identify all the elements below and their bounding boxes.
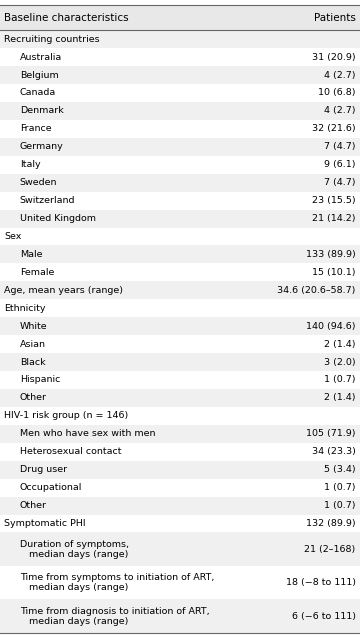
Text: Time from diagnosis to initiation of ART,: Time from diagnosis to initiation of ART… <box>20 607 210 616</box>
Text: Age, mean years (range): Age, mean years (range) <box>4 286 123 295</box>
Bar <box>0 210 360 228</box>
Text: median days (range): median days (range) <box>29 583 128 592</box>
Text: 3 (2.0): 3 (2.0) <box>324 357 356 367</box>
Bar <box>0 5 360 30</box>
Bar <box>0 299 360 317</box>
Bar <box>0 281 360 299</box>
Text: 23 (15.5): 23 (15.5) <box>312 196 356 205</box>
Text: median days (range): median days (range) <box>29 550 128 559</box>
Text: 1 (0.7): 1 (0.7) <box>324 501 356 510</box>
Bar <box>0 120 360 138</box>
Text: 4 (2.7): 4 (2.7) <box>324 71 356 80</box>
Text: Belgium: Belgium <box>20 71 59 80</box>
Bar <box>0 407 360 425</box>
Text: 1 (0.7): 1 (0.7) <box>324 376 356 385</box>
Text: Duration of symptoms,: Duration of symptoms, <box>20 540 129 549</box>
Text: 18 (−8 to 111): 18 (−8 to 111) <box>286 578 356 587</box>
Text: Asian: Asian <box>20 339 46 348</box>
Text: 2 (1.4): 2 (1.4) <box>324 394 356 403</box>
Text: Other: Other <box>20 394 47 403</box>
Text: France: France <box>20 124 51 133</box>
Text: 15 (10.1): 15 (10.1) <box>312 268 356 277</box>
Text: 21 (14.2): 21 (14.2) <box>312 214 356 223</box>
Text: Male: Male <box>20 250 42 259</box>
Bar <box>0 514 360 533</box>
Bar <box>0 317 360 335</box>
Text: 132 (89.9): 132 (89.9) <box>306 519 356 528</box>
Bar <box>0 566 360 600</box>
Text: Drug user: Drug user <box>20 465 67 474</box>
Text: Hispanic: Hispanic <box>20 376 60 385</box>
Bar <box>0 263 360 281</box>
Text: 7 (4.7): 7 (4.7) <box>324 142 356 151</box>
Bar <box>0 191 360 210</box>
Text: 4 (2.7): 4 (2.7) <box>324 107 356 115</box>
Text: 10 (6.8): 10 (6.8) <box>318 89 356 98</box>
Bar <box>0 228 360 246</box>
Text: White: White <box>20 322 48 330</box>
Text: Italy: Italy <box>20 160 40 169</box>
Bar <box>0 48 360 66</box>
Text: Canada: Canada <box>20 89 56 98</box>
Text: HIV-1 risk group (n = 146): HIV-1 risk group (n = 146) <box>4 412 129 420</box>
Text: Occupational: Occupational <box>20 483 82 492</box>
Bar <box>0 600 360 633</box>
Text: Switzerland: Switzerland <box>20 196 75 205</box>
Bar <box>0 425 360 443</box>
Bar <box>0 66 360 84</box>
Text: Other: Other <box>20 501 47 510</box>
Text: 32 (21.6): 32 (21.6) <box>312 124 356 133</box>
Text: Sweden: Sweden <box>20 178 57 187</box>
Bar <box>0 443 360 461</box>
Text: Sex: Sex <box>4 232 22 241</box>
Text: 133 (89.9): 133 (89.9) <box>306 250 356 259</box>
Bar <box>0 30 360 48</box>
Text: Recruiting countries: Recruiting countries <box>4 34 100 43</box>
Text: 21 (2–168): 21 (2–168) <box>305 545 356 554</box>
Text: Australia: Australia <box>20 52 62 62</box>
Text: Ethnicity: Ethnicity <box>4 304 46 313</box>
Bar <box>0 138 360 156</box>
Text: 34 (23.3): 34 (23.3) <box>312 447 356 456</box>
Text: 105 (71.9): 105 (71.9) <box>306 429 356 438</box>
Bar <box>0 102 360 120</box>
Bar <box>0 156 360 174</box>
Bar <box>0 353 360 371</box>
Bar <box>0 174 360 191</box>
Bar <box>0 478 360 496</box>
Bar <box>0 533 360 566</box>
Text: 6 (−6 to 111): 6 (−6 to 111) <box>292 612 356 621</box>
Text: Female: Female <box>20 268 54 277</box>
Text: Patients: Patients <box>314 13 356 23</box>
Text: Men who have sex with men: Men who have sex with men <box>20 429 155 438</box>
Text: median days (range): median days (range) <box>29 616 128 626</box>
Text: Symptomatic PHI: Symptomatic PHI <box>4 519 86 528</box>
Text: Denmark: Denmark <box>20 107 64 115</box>
Text: Heterosexual contact: Heterosexual contact <box>20 447 121 456</box>
Text: 140 (94.6): 140 (94.6) <box>306 322 356 330</box>
Bar <box>0 335 360 353</box>
Bar <box>0 246 360 263</box>
Bar <box>0 389 360 407</box>
Text: 9 (6.1): 9 (6.1) <box>324 160 356 169</box>
Text: Baseline characteristics: Baseline characteristics <box>4 13 129 23</box>
Text: 7 (4.7): 7 (4.7) <box>324 178 356 187</box>
Bar <box>0 84 360 102</box>
Text: United Kingdom: United Kingdom <box>20 214 96 223</box>
Bar <box>0 461 360 478</box>
Text: 31 (20.9): 31 (20.9) <box>312 52 356 62</box>
Text: Black: Black <box>20 357 45 367</box>
Text: Time from symptoms to initiation of ART,: Time from symptoms to initiation of ART, <box>20 573 214 582</box>
Text: 1 (0.7): 1 (0.7) <box>324 483 356 492</box>
Text: 5 (3.4): 5 (3.4) <box>324 465 356 474</box>
Bar <box>0 496 360 514</box>
Bar <box>0 371 360 389</box>
Text: 2 (1.4): 2 (1.4) <box>324 339 356 348</box>
Text: Germany: Germany <box>20 142 64 151</box>
Text: 34.6 (20.6–58.7): 34.6 (20.6–58.7) <box>277 286 356 295</box>
